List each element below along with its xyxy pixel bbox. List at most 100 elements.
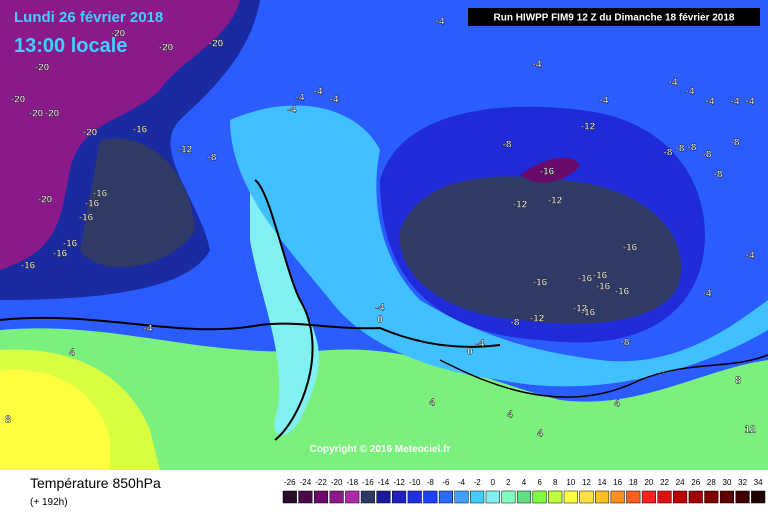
scale-swatch bbox=[501, 490, 516, 504]
scale-swatch bbox=[392, 490, 407, 504]
contour-label: 12 bbox=[744, 425, 756, 436]
scale-tick-label: 18 bbox=[629, 478, 638, 487]
scale-tick-label: 24 bbox=[676, 478, 685, 487]
contour-label: -20 bbox=[45, 109, 60, 120]
contour-label: 4 bbox=[429, 398, 435, 409]
scale-swatch bbox=[751, 490, 766, 504]
scale-tick-label: 14 bbox=[598, 478, 607, 487]
contour-label: -4 bbox=[731, 97, 740, 108]
scale-swatch bbox=[626, 490, 641, 504]
scale-swatch bbox=[329, 490, 344, 504]
scale-swatch bbox=[298, 490, 313, 504]
contour-label: -8 bbox=[676, 144, 685, 155]
scale-swatch bbox=[376, 490, 391, 504]
scale-swatch bbox=[719, 490, 735, 504]
run-banner bbox=[468, 8, 760, 26]
contour-label: -16 bbox=[63, 239, 78, 250]
footer-lead: (+ 192h) bbox=[30, 497, 68, 508]
scale-tick-label: 8 bbox=[553, 478, 558, 487]
scale-swatch bbox=[438, 490, 453, 504]
scale-tick-label: -4 bbox=[458, 478, 466, 487]
contour-label: -16 bbox=[540, 167, 555, 178]
contour-label: -8 bbox=[511, 318, 520, 329]
contour-label: -8 bbox=[688, 143, 697, 154]
warm-area bbox=[0, 328, 768, 470]
scale-swatch bbox=[610, 490, 625, 504]
scale-swatch bbox=[516, 490, 532, 504]
contour-label: -20 bbox=[29, 109, 44, 120]
scale-tick-label: -16 bbox=[362, 478, 374, 487]
scale-tick-label: 4 bbox=[522, 478, 527, 487]
contour-label: -4 bbox=[144, 324, 153, 335]
contour-label: -16 bbox=[93, 189, 108, 200]
scale-tick-label: 28 bbox=[707, 478, 716, 487]
contour-label: -16 bbox=[615, 287, 630, 298]
contour-label: -8 bbox=[503, 140, 512, 151]
scale-tick-label: -20 bbox=[331, 478, 343, 487]
contour-label: -12 bbox=[530, 314, 545, 325]
scale-tick-label: 16 bbox=[613, 478, 622, 487]
contour-label: -4 bbox=[296, 93, 305, 104]
contour-label: -16 bbox=[581, 308, 596, 319]
very-cold-area bbox=[399, 176, 682, 324]
contour-label: 4 bbox=[614, 399, 620, 410]
contour-label: -12 bbox=[548, 196, 563, 207]
scale-tick-label: 0 bbox=[491, 478, 496, 487]
scale-swatch bbox=[579, 490, 594, 504]
contour-label: -20 bbox=[35, 63, 50, 74]
scale-swatch bbox=[423, 490, 438, 504]
contour-label: -4 bbox=[476, 339, 485, 350]
scale-tick-label: 10 bbox=[566, 478, 575, 487]
contour-label: -8 bbox=[664, 148, 673, 159]
contour-label: -16 bbox=[85, 199, 100, 210]
contour-label: -16 bbox=[53, 249, 68, 260]
contour-label: -20 bbox=[209, 39, 224, 50]
contour-line bbox=[439, 354, 768, 398]
scale-tick-label: -14 bbox=[378, 478, 390, 487]
map: Run HIWPP FIM9 12 Z du Dimanche 18 févri… bbox=[0, 0, 768, 470]
scale-swatch bbox=[704, 490, 719, 504]
contour-label: -4 bbox=[288, 105, 297, 116]
scale-swatch bbox=[532, 490, 547, 504]
contour-label: -4 bbox=[669, 78, 678, 89]
scale-swatch bbox=[407, 490, 422, 504]
scale-tick-label: 22 bbox=[660, 478, 669, 487]
forecast-date: Lundi 26 février 2018 bbox=[14, 9, 163, 26]
contour-label: -4 bbox=[706, 97, 715, 108]
scale-swatch bbox=[563, 490, 578, 504]
contour-label: -4 bbox=[436, 17, 445, 28]
scale-swatch bbox=[282, 490, 297, 504]
contour-label: -4 bbox=[314, 87, 323, 98]
scale-tick-label: -18 bbox=[346, 478, 358, 487]
contour-label: -4 bbox=[600, 96, 609, 107]
contour-label: -4 bbox=[330, 95, 339, 106]
scale-swatch bbox=[673, 490, 688, 504]
scale-tick-label: 30 bbox=[723, 478, 732, 487]
contour-label: -20 bbox=[83, 128, 98, 139]
scale-tick-label: -26 bbox=[284, 478, 296, 487]
contour-label: -16 bbox=[596, 282, 611, 293]
scale-tick-label: 34 bbox=[754, 478, 763, 487]
contour-label: -8 bbox=[703, 150, 712, 161]
contour-label: -8 bbox=[621, 338, 630, 349]
scandinavia-cold-core bbox=[520, 157, 580, 183]
mild-tongue bbox=[250, 179, 319, 435]
contour-label: -4 bbox=[376, 303, 385, 314]
footer-title: Température 850hPa bbox=[30, 475, 161, 491]
greenland-slate bbox=[80, 138, 195, 268]
contour-label: -8 bbox=[714, 170, 723, 181]
contour-label: 4 bbox=[537, 429, 543, 440]
contour-label: -12 bbox=[581, 122, 596, 133]
cool-band bbox=[230, 105, 768, 387]
scale-swatch bbox=[688, 490, 703, 504]
contour-label: -16 bbox=[21, 261, 36, 272]
contour-label: 8 bbox=[735, 376, 741, 387]
scale-swatch bbox=[595, 490, 610, 504]
scale-swatch bbox=[548, 490, 563, 504]
contour-label: -16 bbox=[578, 274, 593, 285]
scale-swatch bbox=[454, 490, 469, 504]
scale-tick-label: -6 bbox=[442, 478, 450, 487]
contour-label: -16 bbox=[133, 125, 148, 136]
contour-label: -20 bbox=[38, 195, 53, 206]
